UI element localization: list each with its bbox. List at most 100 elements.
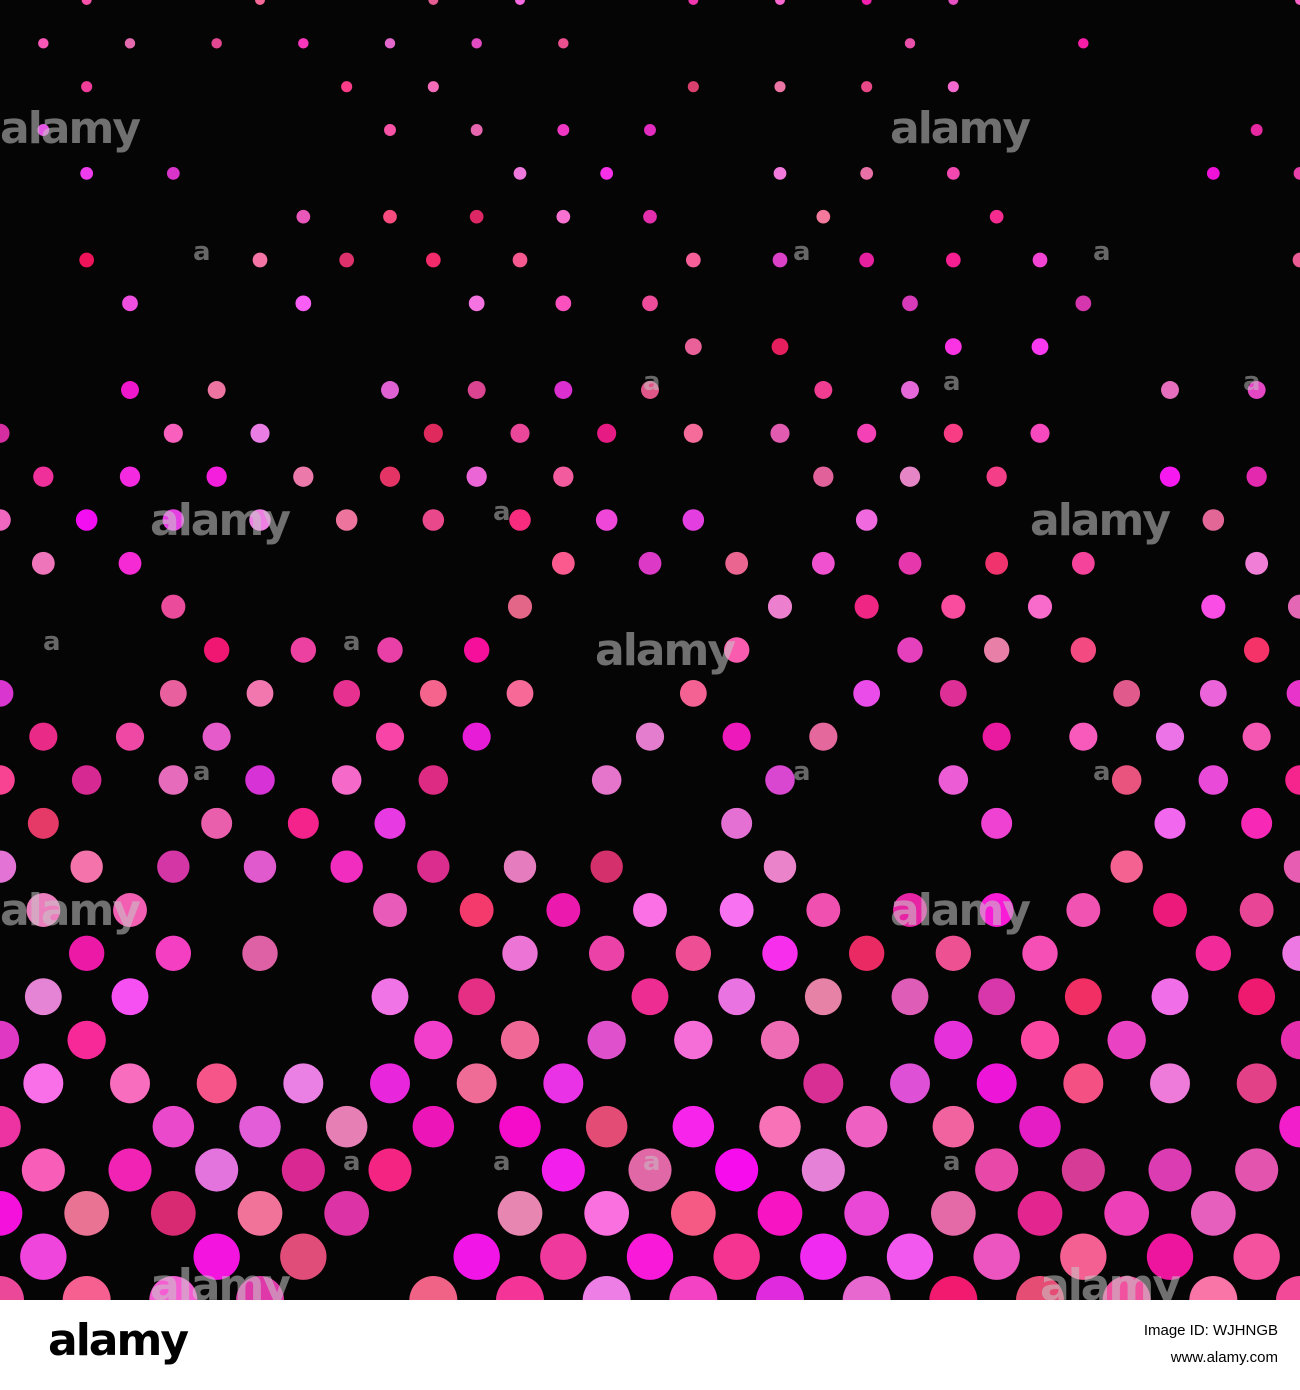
dot xyxy=(1153,893,1187,927)
dot xyxy=(813,466,834,487)
watermark-glyph: a xyxy=(1243,367,1261,397)
dot xyxy=(1031,338,1049,356)
dot xyxy=(1202,509,1225,531)
dot xyxy=(506,679,534,707)
dot xyxy=(674,1020,713,1060)
dot xyxy=(64,1190,110,1236)
dot xyxy=(0,1105,21,1148)
dot xyxy=(986,466,1007,487)
dot xyxy=(902,295,918,312)
dot xyxy=(1148,1148,1192,1192)
dot xyxy=(121,381,139,399)
dot xyxy=(979,893,1014,927)
dot xyxy=(587,1020,626,1060)
dot xyxy=(330,850,363,883)
watermark-glyph: a xyxy=(1093,757,1111,787)
dot xyxy=(633,893,667,927)
dot xyxy=(687,81,699,93)
dot xyxy=(459,893,494,927)
dot xyxy=(293,466,314,487)
dot xyxy=(1151,978,1189,1016)
dot xyxy=(206,466,227,487)
dot xyxy=(844,1190,890,1236)
dot xyxy=(196,1063,237,1104)
dot xyxy=(976,1063,1017,1104)
dot xyxy=(333,679,361,707)
dot xyxy=(373,893,407,927)
dot xyxy=(29,722,58,751)
dot xyxy=(384,38,396,49)
dot xyxy=(246,679,274,707)
dot xyxy=(1236,1063,1277,1104)
dot xyxy=(0,509,11,531)
image-id: Image ID: WJHNGB xyxy=(1144,1322,1278,1339)
dot xyxy=(81,81,93,93)
dot xyxy=(989,209,1004,224)
dot xyxy=(898,551,922,575)
dot xyxy=(683,423,703,443)
dot xyxy=(456,1063,497,1104)
dot xyxy=(510,423,530,443)
dot xyxy=(20,1233,67,1280)
watermark-glyph: a xyxy=(643,1147,661,1177)
dot xyxy=(161,594,186,619)
dot xyxy=(946,166,960,180)
dot xyxy=(804,978,842,1016)
footer-logo: alamy xyxy=(48,1315,188,1366)
dot xyxy=(211,38,222,49)
dot xyxy=(507,594,533,619)
dot xyxy=(281,1148,325,1192)
dot xyxy=(725,551,749,575)
dot xyxy=(853,679,881,707)
dot xyxy=(75,509,98,531)
dot xyxy=(757,1190,803,1236)
dot xyxy=(70,850,103,883)
dot xyxy=(202,722,231,751)
dot xyxy=(1030,423,1050,443)
dot xyxy=(417,850,450,883)
dot xyxy=(1195,935,1232,972)
dot xyxy=(1107,1020,1146,1060)
dot xyxy=(418,765,449,795)
dot xyxy=(855,509,878,531)
dot xyxy=(982,722,1011,751)
dot xyxy=(513,166,527,180)
watermark: alamy xyxy=(0,885,140,936)
dot xyxy=(0,1190,23,1236)
dot xyxy=(685,252,701,268)
dot xyxy=(1238,978,1276,1016)
dot xyxy=(0,850,17,883)
dot xyxy=(723,637,750,663)
dot xyxy=(1027,594,1053,619)
dot xyxy=(848,935,885,972)
dot xyxy=(1199,679,1227,707)
dot xyxy=(814,381,833,399)
dot xyxy=(423,423,443,443)
dot xyxy=(27,807,59,839)
dot xyxy=(1250,124,1263,136)
dot xyxy=(157,850,190,883)
dot xyxy=(1110,850,1143,883)
dot xyxy=(556,209,571,224)
dot xyxy=(515,0,525,5)
dot xyxy=(1020,1020,1060,1060)
watermark-glyph: a xyxy=(343,627,361,657)
dot xyxy=(558,38,569,49)
dot xyxy=(1104,1190,1150,1236)
dot xyxy=(283,1063,324,1104)
dot xyxy=(978,978,1016,1016)
dot xyxy=(939,679,967,707)
dot xyxy=(715,1148,759,1192)
dot xyxy=(688,0,699,5)
dot xyxy=(427,81,439,93)
dot xyxy=(1293,166,1300,180)
dot xyxy=(1075,295,1092,312)
dot xyxy=(1280,1020,1300,1060)
dot xyxy=(21,1148,65,1192)
dot xyxy=(150,1190,196,1236)
dot xyxy=(1206,166,1220,180)
dot xyxy=(331,765,362,795)
dot xyxy=(453,1233,500,1280)
dot xyxy=(500,1020,540,1060)
